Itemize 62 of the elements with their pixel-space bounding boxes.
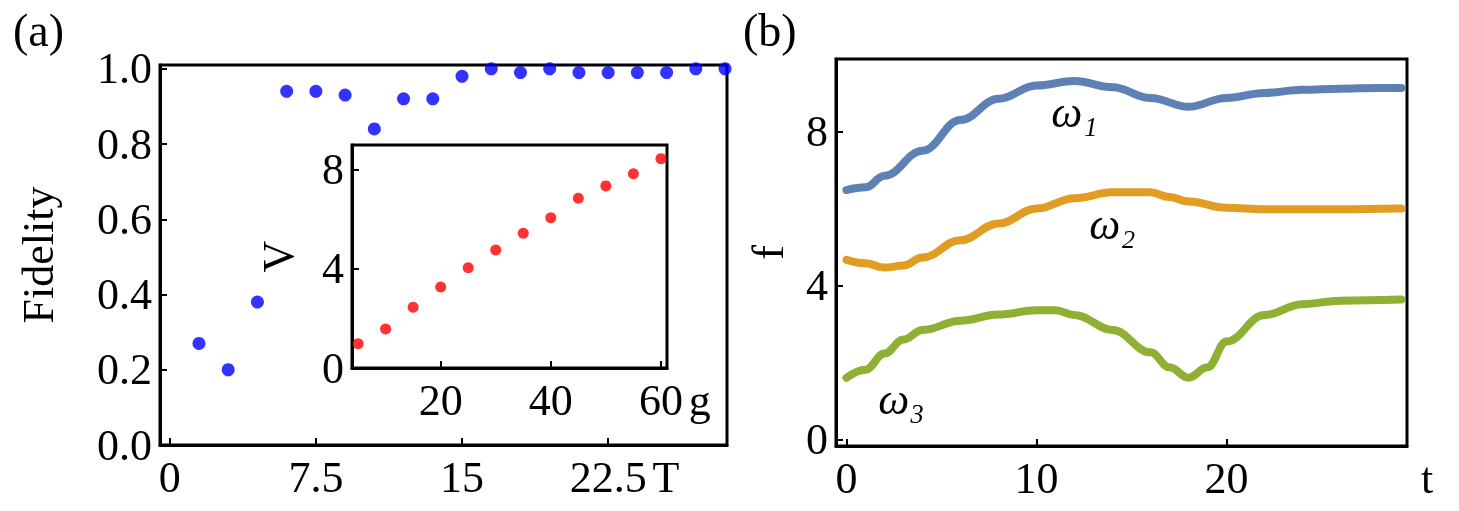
point bbox=[380, 323, 392, 335]
point bbox=[455, 69, 469, 83]
point bbox=[572, 192, 584, 204]
point bbox=[490, 244, 502, 256]
x-tick-label: 20 bbox=[418, 375, 463, 425]
series-label: ω₃ bbox=[878, 375, 925, 425]
point bbox=[309, 84, 323, 98]
point bbox=[660, 66, 674, 80]
y-axis-title: Fidelity bbox=[13, 186, 63, 324]
x-axis-title: t bbox=[1421, 453, 1434, 503]
point bbox=[426, 92, 440, 106]
point bbox=[407, 301, 419, 313]
x-tick-label: 10 bbox=[1014, 453, 1059, 503]
x-tick-label: 60 bbox=[638, 375, 683, 425]
point bbox=[352, 338, 364, 350]
point bbox=[517, 227, 529, 239]
x-tick-label: 7.5 bbox=[288, 452, 344, 502]
point bbox=[367, 122, 381, 136]
x-tick-label: 15 bbox=[440, 452, 485, 502]
point bbox=[484, 62, 498, 76]
point bbox=[221, 363, 235, 377]
point bbox=[435, 281, 447, 293]
point bbox=[600, 180, 612, 192]
y-tick-label: 4 bbox=[806, 261, 828, 311]
point bbox=[192, 336, 206, 350]
x-tick-label: 20 bbox=[1204, 453, 1249, 503]
point bbox=[462, 262, 474, 274]
point bbox=[630, 66, 644, 80]
y-tick-label: 0 bbox=[322, 343, 344, 393]
point bbox=[545, 212, 557, 224]
series-label: ω₂ bbox=[1089, 199, 1136, 249]
x-axis-title: T bbox=[652, 452, 680, 502]
y-tick-label: 0 bbox=[806, 415, 828, 465]
point bbox=[655, 153, 667, 165]
y-tick-label: 0.0 bbox=[97, 420, 152, 470]
point bbox=[572, 66, 586, 80]
point bbox=[397, 92, 411, 106]
y-tick-label: 0.6 bbox=[97, 194, 152, 244]
point bbox=[627, 168, 639, 180]
y-tick-label: 1.0 bbox=[97, 44, 152, 94]
x-axis-title: g bbox=[688, 375, 711, 425]
y-tick-label: 4 bbox=[322, 244, 344, 294]
y-tick-label: 8 bbox=[322, 145, 344, 195]
chart-title: (b) bbox=[743, 4, 797, 56]
y-axis-title: V bbox=[253, 240, 303, 273]
point bbox=[280, 84, 294, 98]
point bbox=[689, 62, 703, 76]
y-axis-title: f bbox=[743, 244, 793, 260]
point bbox=[543, 62, 557, 76]
point bbox=[513, 66, 527, 80]
x-tick-label: 22.5 bbox=[569, 452, 647, 502]
y-tick-label: 0.4 bbox=[97, 270, 152, 320]
x-tick-label: 40 bbox=[528, 375, 573, 425]
y-tick-label: 0.2 bbox=[97, 345, 152, 395]
point bbox=[718, 62, 732, 76]
y-tick-label: 8 bbox=[806, 106, 828, 156]
point bbox=[601, 66, 615, 80]
point bbox=[250, 295, 264, 309]
y-tick-label: 0.8 bbox=[97, 119, 152, 169]
series-label: ω₁ bbox=[1051, 88, 1098, 138]
chart-title: (a) bbox=[13, 4, 65, 56]
point bbox=[338, 88, 352, 102]
